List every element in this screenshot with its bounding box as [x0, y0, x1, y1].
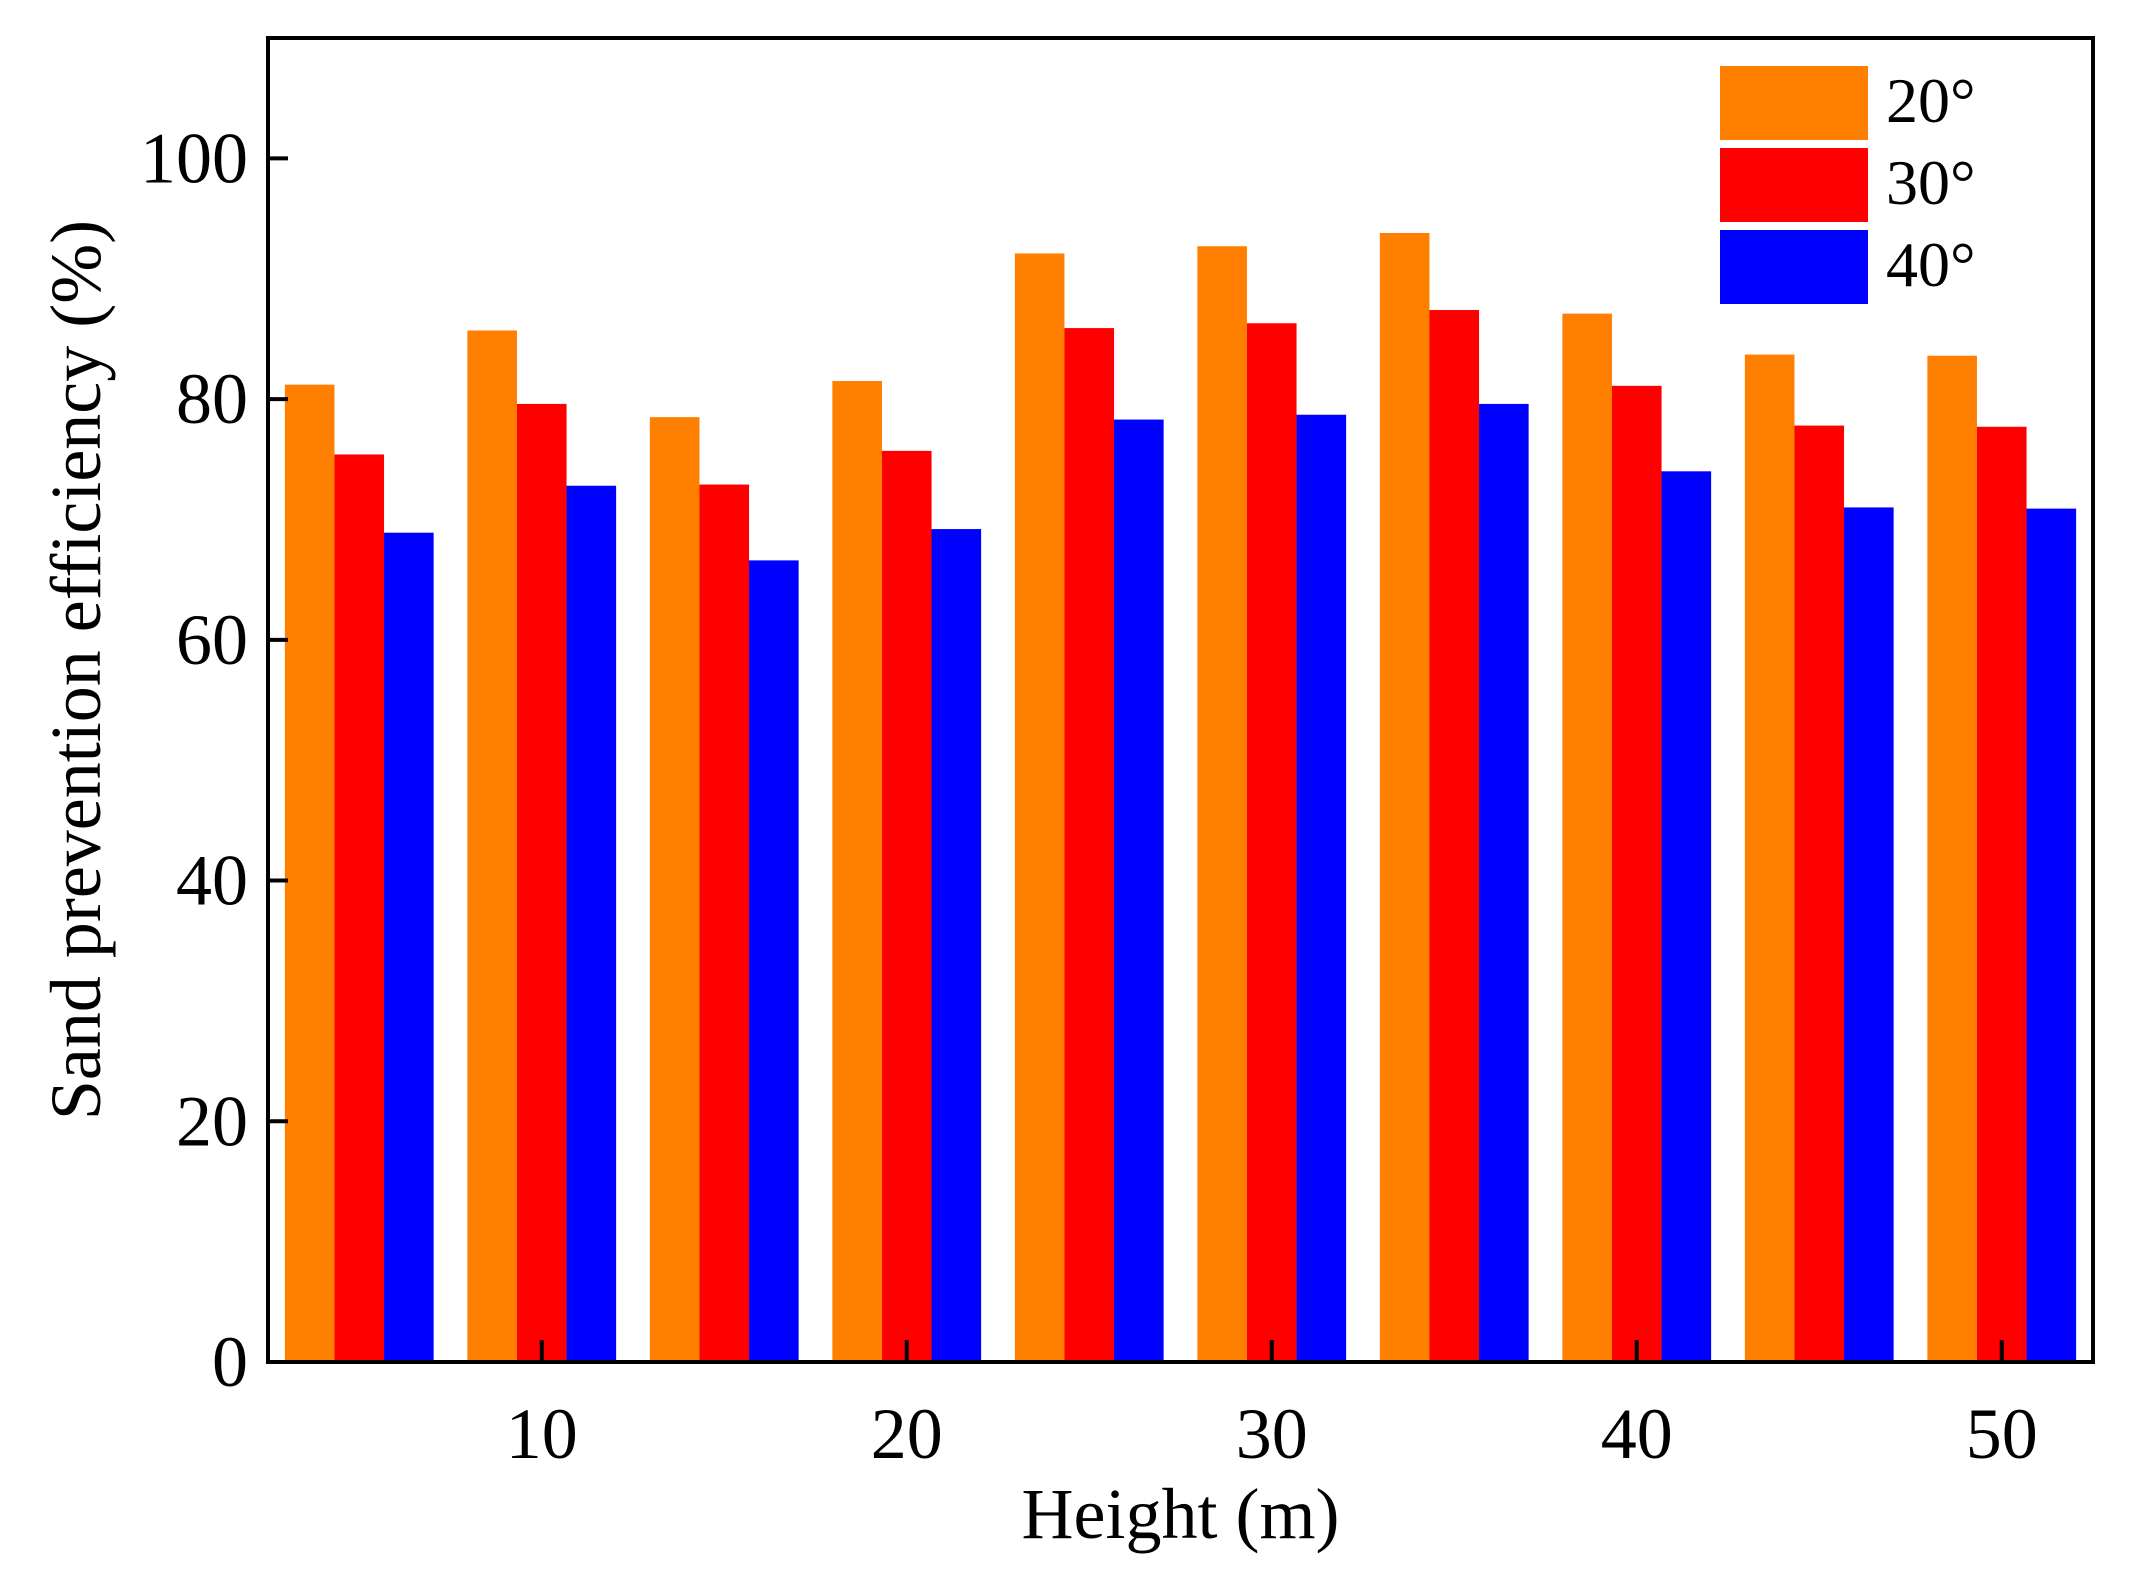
ticks-layer: 0 20 40 60 80 100 10 20 30 40 50 [140, 118, 2038, 1474]
y-tick-label-80: 80 [176, 359, 248, 439]
bar-40deg-30 [1296, 414, 1347, 1362]
bar-40deg-15 [749, 560, 799, 1362]
y-tick-label-100: 100 [140, 118, 248, 198]
bar-20deg-40 [1562, 313, 1612, 1362]
bar-20deg-5 [284, 384, 335, 1362]
bar-40deg-45 [1844, 507, 1894, 1362]
bar-20deg-50 [1927, 355, 1977, 1362]
x-tick-label-50: 50 [1966, 1394, 2038, 1474]
bar-20deg-30 [1197, 246, 1247, 1363]
bar-30deg-20 [881, 450, 932, 1363]
bar-20deg-15 [649, 417, 700, 1362]
legend-swatch-20deg [1720, 66, 1868, 140]
y-tick-label-20: 20 [176, 1081, 248, 1161]
legend-label-40deg: 40° [1886, 229, 1976, 300]
y-tick-label-60: 60 [176, 600, 248, 680]
legend-swatch-30deg [1720, 148, 1868, 222]
bar-20deg-25 [1014, 253, 1065, 1363]
bar-40deg-25 [1114, 419, 1164, 1362]
bar-30deg-15 [699, 484, 750, 1362]
bar-40deg-10 [566, 485, 617, 1362]
legend-label-20deg: 20° [1886, 65, 1976, 136]
bar-20deg-45 [1744, 354, 1795, 1362]
bar-40deg-35 [1479, 403, 1529, 1362]
plot-frame [266, 36, 2095, 1364]
bar-20deg-20 [832, 381, 882, 1362]
bar-40deg-50 [2026, 508, 2077, 1362]
x-axis-title: Height (m) [1022, 1474, 1340, 1554]
x-tick-label-40: 40 [1601, 1394, 1673, 1474]
y-tick-label-0: 0 [212, 1322, 248, 1402]
bar-30deg-45 [1794, 425, 1845, 1362]
bar-40deg-40 [1661, 471, 1712, 1362]
x-tick-label-10: 10 [506, 1394, 578, 1474]
bar-30deg-35 [1429, 310, 1480, 1362]
legend-label-30deg: 30° [1886, 147, 1976, 218]
bar-30deg-10 [516, 403, 567, 1362]
bar-40deg-5 [384, 532, 434, 1362]
x-tick-label-20: 20 [871, 1394, 943, 1474]
bar-40deg-20 [931, 529, 982, 1362]
bar-30deg-30 [1246, 323, 1297, 1362]
bar-20deg-35 [1379, 232, 1430, 1363]
x-tick-label-30: 30 [1236, 1394, 1308, 1474]
bar-30deg-40 [1611, 385, 1662, 1363]
y-axis-title: Sand prevention efficiency (%) [36, 220, 116, 1120]
bar-30deg-5 [334, 454, 385, 1363]
legend: 20° 30° 40° [1720, 65, 1976, 304]
bar-30deg-25 [1064, 328, 1115, 1363]
y-tick-label-40: 40 [176, 841, 248, 921]
legend-swatch-40deg [1720, 230, 1868, 304]
bar-30deg-50 [1976, 426, 2027, 1362]
bar-20deg-10 [467, 330, 517, 1363]
bars-layer [284, 232, 2077, 1363]
